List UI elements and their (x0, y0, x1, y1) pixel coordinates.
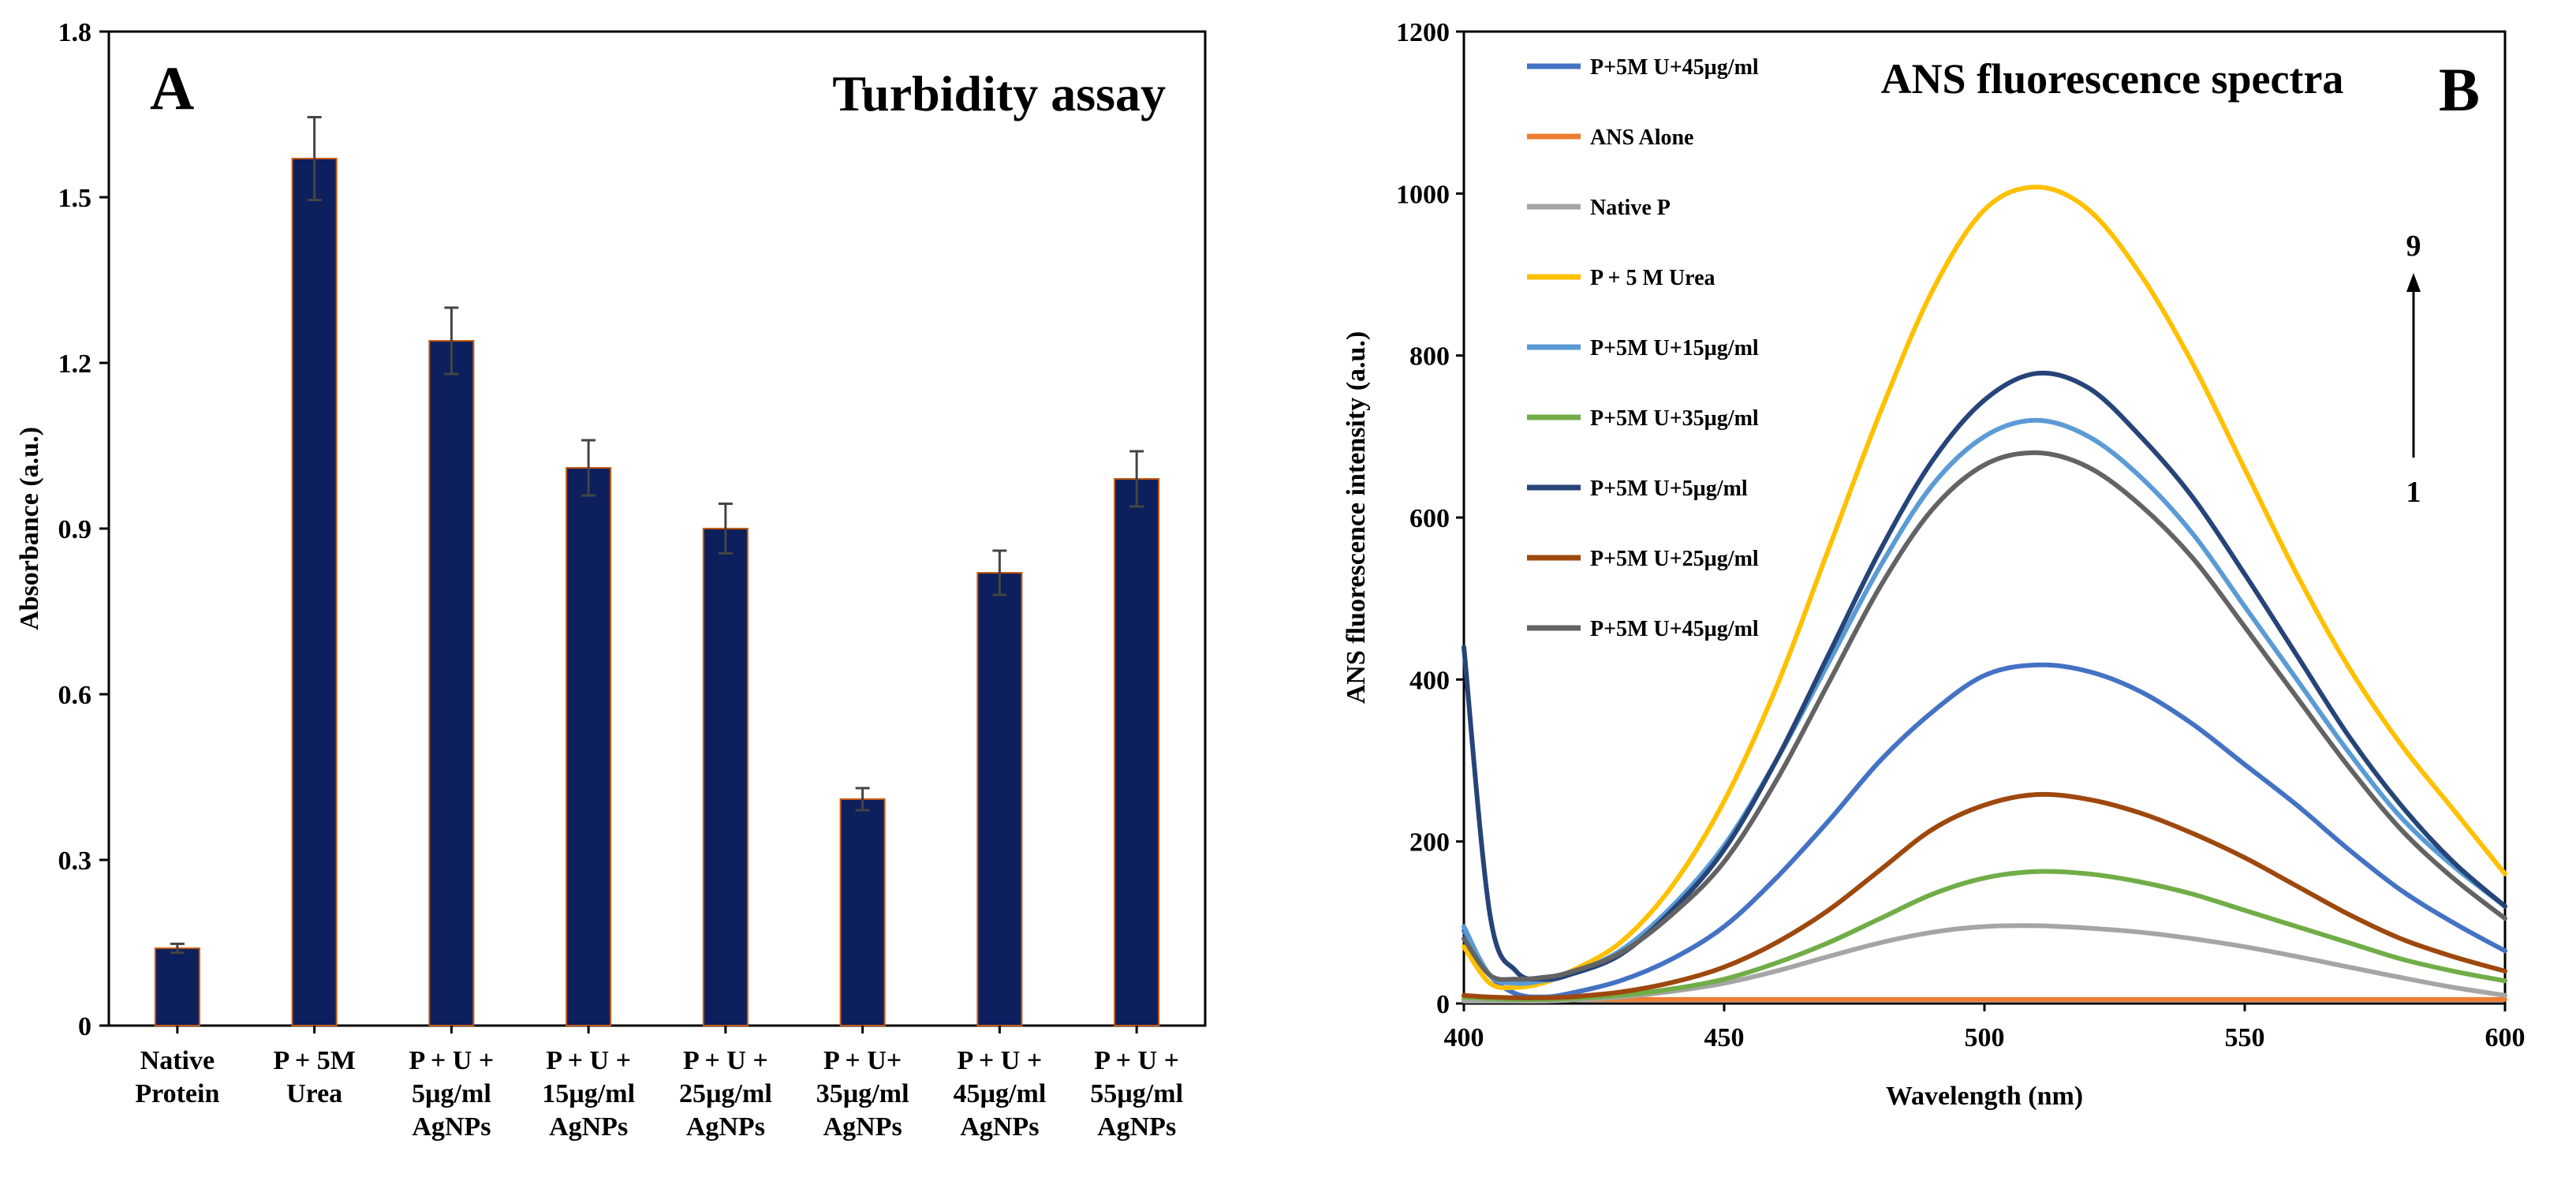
bar (1114, 478, 1160, 1026)
panel-b-series (1462, 185, 2507, 1003)
x-tick-label: P + U + (683, 1046, 768, 1075)
y-tick-label: 0.3 (58, 847, 92, 876)
y-tick-label: 800 (1409, 342, 1450, 372)
panel-b-ylabel: ANS fluorescence intensity (a.u.) (1342, 331, 1371, 704)
x-tick-label: P + 5M (273, 1046, 355, 1075)
legend-label: P+5M U+45µg/ml (1590, 617, 1759, 641)
bar (154, 947, 200, 1026)
panel-a-y-axis: 0 0.3 0.6 0.9 1.2 1.5 1.8 (58, 18, 109, 1041)
x-tick-label: AgNPs (686, 1112, 765, 1142)
panel-a-ylabel: Absorbance (a.u.) (15, 427, 44, 630)
x-tick-label: P + U+ (823, 1046, 902, 1075)
x-tick-label: Native (140, 1046, 215, 1075)
x-tick-label: 55µg/ml (1090, 1079, 1183, 1108)
bar (566, 467, 612, 1026)
x-tick-label: AgNPs (823, 1112, 902, 1142)
y-tick-label: 200 (1409, 828, 1450, 858)
panel-b-x-axis: 400 450 500 550 600 (1444, 1003, 2526, 1052)
series-line (1462, 185, 2507, 991)
x-tick-label: 450 (1704, 1023, 1745, 1052)
x-tick-label: Urea (286, 1079, 342, 1108)
panel-a-title: Turbidity assay (832, 65, 1166, 121)
x-tick-label: P + U + (409, 1046, 495, 1075)
x-tick-label: AgNPs (412, 1112, 491, 1142)
y-tick-label: 600 (1409, 504, 1450, 533)
y-tick-label: 0 (1436, 990, 1450, 1019)
panel-a-x-axis: Native Protein P + 5M Urea P + U + 5µg/ml AgNP… (135, 1026, 1183, 1142)
panel-a: A Turbidity assay Absorbance (a.u.) 0 0.3… (15, 18, 1207, 1142)
panel-a-label: A (150, 54, 194, 122)
y-tick-label: 1.5 (58, 184, 92, 213)
panel-b-legend: P+5M U+45µg/ml ANS Alone Native P P + 5 M U… (1527, 55, 1759, 641)
x-tick-label: 15µg/ml (542, 1079, 635, 1108)
legend-label: P + 5 M Urea (1590, 266, 1715, 290)
x-tick-label: P + U + (1094, 1046, 1179, 1075)
x-tick-label: 5µg/ml (412, 1079, 491, 1108)
y-tick-label: 0 (78, 1012, 91, 1041)
x-tick-label: AgNPs (549, 1112, 628, 1142)
y-tick-label: 0.9 (58, 515, 92, 544)
x-tick-label: Protein (135, 1079, 219, 1108)
series-line (1462, 791, 2507, 1000)
x-tick-label: 550 (2225, 1023, 2265, 1052)
panel-b-xlabel: Wavelength (nm) (1886, 1082, 2083, 1111)
legend-label: Native P (1590, 196, 1671, 220)
panel-b-y-axis: 0 200 400 600 800 1000 1200 (1396, 18, 1464, 1019)
legend-label: P+5M U+25µg/ml (1590, 547, 1759, 571)
x-tick-label: P + U + (546, 1046, 631, 1075)
x-tick-label: AgNPs (960, 1112, 1039, 1142)
annotation-arrow-head (2406, 273, 2421, 292)
series-line (1462, 417, 2507, 986)
x-tick-label: 25µg/ml (679, 1079, 772, 1108)
bar (839, 798, 886, 1026)
bar (291, 158, 338, 1026)
panel-a-plot-frame (107, 30, 1207, 1027)
legend-label: P+5M U+15µg/ml (1590, 336, 1759, 361)
panel-b: B ANS fluorescence spectra ANS fluoresce… (1342, 18, 2526, 1111)
bar (976, 572, 1023, 1026)
legend-label: P+5M U+5µg/ml (1590, 477, 1748, 501)
legend-label: P+5M U+45µg/ml (1590, 55, 1759, 80)
x-tick-label: 45µg/ml (953, 1079, 1046, 1108)
x-tick-label: AgNPs (1097, 1112, 1176, 1142)
bar (428, 340, 475, 1026)
panel-b-label: B (2439, 55, 2480, 124)
panel-b-plot-frame (1462, 30, 2507, 1005)
panel-a-bars (154, 116, 1160, 1026)
panel-b-title: ANS fluorescence spectra (1881, 55, 2344, 103)
y-tick-label: 0.6 (58, 681, 92, 710)
annotation-top-label: 9 (2406, 230, 2421, 263)
legend-label: ANS Alone (1590, 125, 1693, 150)
series-line (1462, 450, 2507, 982)
y-tick-label: 1.8 (58, 18, 92, 47)
legend-label: P+5M U+35µg/ml (1590, 406, 1759, 431)
series-line (1462, 370, 2507, 982)
x-tick-label: 400 (1444, 1023, 1484, 1052)
y-tick-label: 1000 (1396, 180, 1450, 209)
bar (702, 528, 749, 1026)
panel-b-annotation: 9 1 (2406, 230, 2421, 509)
series-line (1462, 662, 2507, 1000)
y-tick-label: 1200 (1396, 18, 1450, 47)
x-tick-label: 500 (1965, 1023, 2005, 1052)
y-tick-label: 400 (1409, 666, 1450, 695)
y-tick-label: 1.2 (58, 349, 92, 379)
x-tick-label: 600 (2485, 1023, 2526, 1052)
annotation-bottom-label: 1 (2406, 476, 2421, 509)
x-tick-label: P + U + (958, 1046, 1043, 1075)
x-tick-label: 35µg/ml (816, 1079, 909, 1108)
